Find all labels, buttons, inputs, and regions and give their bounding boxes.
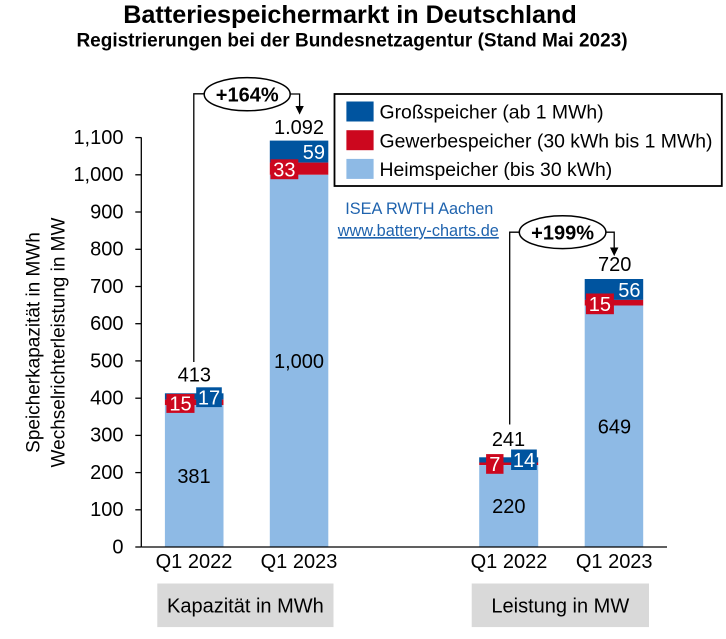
svg-text:1,000: 1,000: [73, 164, 123, 186]
svg-text:649: 649: [598, 417, 631, 439]
svg-text:Speicherkapazität in MWh: Speicherkapazität in MWh: [23, 232, 44, 453]
svg-text:200: 200: [90, 462, 123, 484]
svg-text:Großspeicher (ab 1 MWh): Großspeicher (ab 1 MWh): [380, 102, 604, 124]
svg-text:300: 300: [90, 425, 123, 447]
svg-text:+199%: +199%: [531, 222, 594, 244]
svg-text:59: 59: [303, 142, 325, 164]
svg-text:900: 900: [90, 201, 123, 223]
svg-text:www.battery-charts.de: www.battery-charts.de: [337, 222, 499, 240]
svg-text:220: 220: [492, 496, 525, 518]
svg-text:100: 100: [90, 499, 123, 521]
svg-text:241: 241: [492, 429, 525, 451]
svg-text:381: 381: [177, 466, 210, 488]
svg-text:600: 600: [90, 313, 123, 335]
svg-text:700: 700: [90, 276, 123, 298]
svg-text:7: 7: [489, 454, 500, 476]
svg-text:Q1 2022: Q1 2022: [156, 551, 233, 573]
svg-text:Registrierungen bei der Bundes: Registrierungen bei der Bundesnetzagentu…: [76, 30, 627, 51]
svg-text:Q1 2023: Q1 2023: [261, 551, 338, 573]
svg-text:1.092: 1.092: [274, 117, 324, 139]
svg-text:14: 14: [513, 450, 535, 472]
svg-text:413: 413: [178, 364, 211, 386]
svg-text:Batteriespeichermarkt in Deuts: Batteriespeichermarkt in Deutschland: [123, 1, 577, 29]
svg-text:0: 0: [112, 536, 123, 558]
svg-text:1,000: 1,000: [274, 351, 324, 373]
svg-text:Heimspeicher (bis 30 kWh): Heimspeicher (bis 30 kWh): [380, 159, 613, 181]
svg-text:Q1 2023: Q1 2023: [576, 551, 653, 573]
svg-text:Wechselrichterleistung in MW: Wechselrichterleistung in MW: [48, 217, 69, 467]
svg-text:15: 15: [169, 394, 191, 416]
svg-text:Kapazität in MWh: Kapazität in MWh: [167, 595, 324, 617]
svg-text:17: 17: [198, 387, 220, 409]
svg-text:1,100: 1,100: [73, 127, 123, 149]
svg-text:15: 15: [589, 294, 611, 316]
svg-text:Q1 2022: Q1 2022: [471, 551, 548, 573]
svg-text:33: 33: [273, 159, 295, 181]
svg-text:+164%: +164%: [216, 84, 279, 106]
svg-text:ISEA RWTH Aachen: ISEA RWTH Aachen: [345, 200, 493, 218]
svg-text:720: 720: [598, 254, 631, 276]
svg-text:500: 500: [90, 350, 123, 372]
svg-text:400: 400: [90, 388, 123, 410]
svg-text:800: 800: [90, 239, 123, 261]
svg-text:Gewerbespeicher (30 kWh bis 1: Gewerbespeicher (30 kWh bis 1 MWh): [380, 130, 713, 152]
svg-text:Leistung in MW: Leistung in MW: [491, 595, 629, 617]
svg-text:56: 56: [618, 280, 640, 302]
